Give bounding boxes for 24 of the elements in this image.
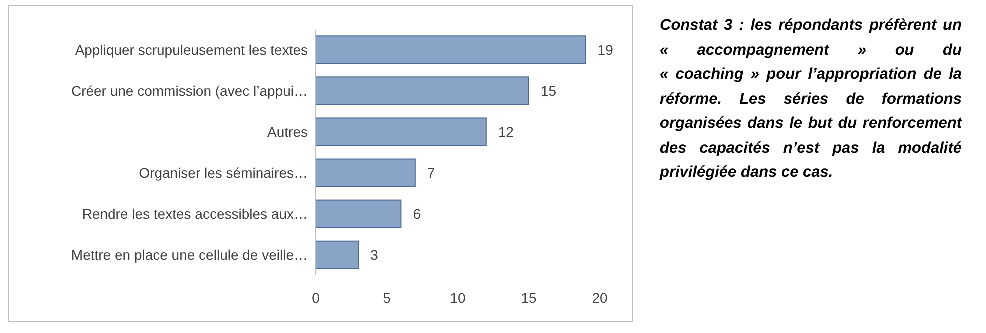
y-tick-label: Mettre en place une cellule de veille… [71, 246, 308, 263]
x-tick-label: 15 [521, 290, 537, 306]
data-label: 7 [427, 164, 436, 181]
y-tick-label: Organiser les séminaires… [139, 164, 308, 181]
y-tick-label: Appliquer scrupuleusement les textes [75, 42, 308, 58]
y-tick-label: Créer une commission (avec l’appui… [71, 82, 308, 99]
text: Constat 3 : les répondants préfèrent un « accompagnement » ou du « coaching » pour l’appropriation de la réforme. Les séries de formations organisées dans le but du renforcement des capacités n’est pas la modalité privilégiée dans ce cas. [660, 16, 962, 183]
bar [316, 118, 487, 146]
data-label: 19 [598, 42, 614, 58]
bar [316, 200, 402, 228]
data-label: 6 [413, 206, 422, 222]
y-tick-label: Autres [268, 124, 308, 140]
x-tick-label: 0 [312, 290, 320, 306]
y-tick-label: Rendre les textes accessibles aux… [82, 206, 308, 222]
bar [316, 76, 530, 106]
bar [316, 158, 416, 188]
x-tick-label: 10 [450, 290, 466, 306]
data-label: 3 [370, 246, 379, 263]
data-label: 12 [498, 124, 514, 140]
x-tick-label: 20 [592, 290, 608, 306]
x-tick-label: 5 [383, 290, 392, 306]
bar [316, 240, 360, 270]
data-label: 15 [541, 82, 557, 99]
bar [316, 36, 586, 64]
